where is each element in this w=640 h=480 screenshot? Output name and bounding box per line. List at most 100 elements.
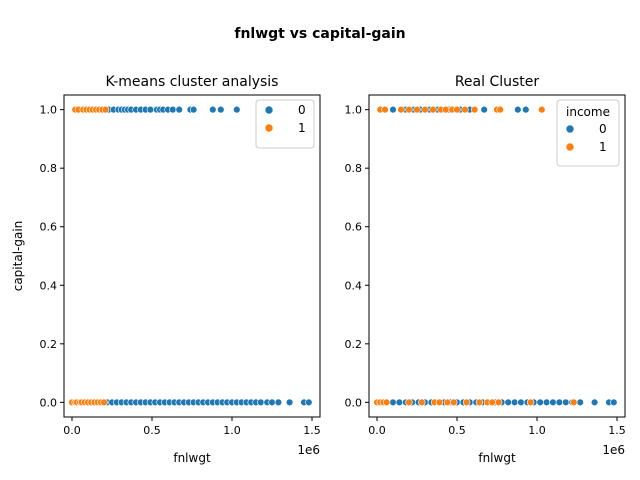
data-point [100, 398, 108, 407]
x-tick-label: 0.5 [143, 424, 161, 437]
legend-title: income [566, 105, 610, 119]
data-point [488, 398, 496, 407]
data-point [549, 398, 557, 407]
data-point [274, 398, 283, 407]
data-point [418, 398, 426, 407]
data-point [504, 398, 512, 407]
data-point [146, 105, 155, 114]
data-point [453, 105, 461, 114]
plot-frame [63, 94, 321, 418]
x-offset-label: 1e6 [297, 443, 320, 457]
data-point [470, 105, 479, 114]
data-point [405, 398, 413, 407]
legend: income 0 1 [556, 99, 620, 167]
data-point [517, 398, 525, 407]
data-point [268, 398, 276, 407]
data-point [397, 105, 405, 114]
x-tick-label: 1.5 [303, 424, 321, 437]
y-tick-label: 0.4 [40, 279, 58, 292]
x-tick-label: 0.0 [368, 424, 386, 437]
y-tick-label: 1.0 [345, 104, 363, 117]
data-point [305, 398, 313, 407]
legend-marker [264, 105, 274, 115]
x-offset-label: 1e6 [602, 443, 625, 457]
real-cluster-panel: 0.0 0.5 1.0 1.5 0.0 0.2 0.4 0.6 0.8 1.0 Real Clust… [345, 74, 626, 465]
legend-label: 1 [298, 121, 306, 135]
legend-marker [264, 123, 274, 133]
data-point [450, 398, 458, 407]
data-point [442, 105, 450, 114]
x-axis-label: fnlwgt [173, 451, 211, 465]
data-point [576, 398, 584, 407]
plot-frame [368, 94, 626, 418]
data-point [209, 105, 217, 114]
data-point [475, 398, 484, 407]
data-point [395, 398, 404, 407]
y-tick-label: 0.2 [40, 338, 58, 351]
y-tick-label: 0.0 [40, 396, 58, 409]
x-tick-label: 0.0 [63, 424, 81, 437]
data-point [389, 398, 397, 407]
data-point [405, 105, 413, 114]
legend-marker [565, 124, 575, 134]
x-tick-label: 1.0 [223, 424, 241, 437]
y-tick-label: 1.0 [40, 104, 58, 117]
y-tick-label: 0.8 [345, 162, 363, 175]
data-point [462, 398, 471, 407]
data-point [381, 105, 389, 114]
data-point [570, 398, 578, 407]
legend-label: 0 [298, 103, 306, 117]
data-point [496, 105, 504, 114]
x-axis-label: fnlwgt [478, 451, 516, 465]
x-tick-label: 0.5 [448, 424, 466, 437]
legend-label: 1 [599, 140, 607, 154]
data-point [494, 398, 503, 407]
kmeans-panel: 0.0 0.5 1.0 1.5 0.0 0.2 0.4 0.6 0.8 1.0 K-means cl… [11, 74, 321, 465]
y-tick-label: 0.4 [345, 279, 363, 292]
data-point [562, 398, 570, 407]
y-tick-label: 0.6 [345, 221, 363, 234]
data-point [413, 105, 421, 114]
data-point [189, 105, 198, 114]
data-point [382, 398, 391, 407]
series-0 [103, 105, 313, 407]
data-point [285, 398, 294, 407]
data-point [536, 398, 544, 407]
data-point [101, 105, 110, 114]
data-point [217, 105, 225, 114]
data-point [389, 105, 397, 114]
data-point [514, 105, 522, 114]
series-1 [373, 105, 578, 407]
data-point [522, 105, 530, 114]
x-tick-label: 1.5 [608, 424, 626, 437]
data-point [542, 398, 551, 407]
data-point [429, 105, 437, 114]
data-point [233, 105, 241, 114]
legend: 01 [255, 99, 315, 149]
y-tick-label: 0.2 [345, 338, 363, 351]
axes-title: Real Cluster [455, 74, 540, 90]
data-point [610, 398, 618, 407]
data-point [175, 105, 183, 114]
data-point [461, 105, 469, 114]
legend-label: 0 [599, 122, 607, 136]
data-point [443, 398, 452, 407]
series-1 [68, 105, 110, 407]
data-point [590, 398, 599, 407]
data-point [435, 398, 444, 407]
data-point [526, 398, 535, 407]
data-point [480, 105, 488, 114]
data-point [510, 398, 519, 407]
legend-marker [565, 142, 575, 152]
data-point [257, 398, 265, 407]
data-point [169, 105, 177, 114]
x-tick-label: 1.0 [528, 424, 546, 437]
data-point [555, 398, 564, 407]
figure-title: fnlwgt vs capital-gain [234, 26, 405, 42]
data-point [538, 105, 546, 114]
y-axis-label: capital-gain [11, 221, 25, 292]
y-tick-label: 0.6 [40, 221, 58, 234]
y-tick-label: 0.0 [345, 396, 363, 409]
y-tick-label: 0.8 [40, 162, 58, 175]
